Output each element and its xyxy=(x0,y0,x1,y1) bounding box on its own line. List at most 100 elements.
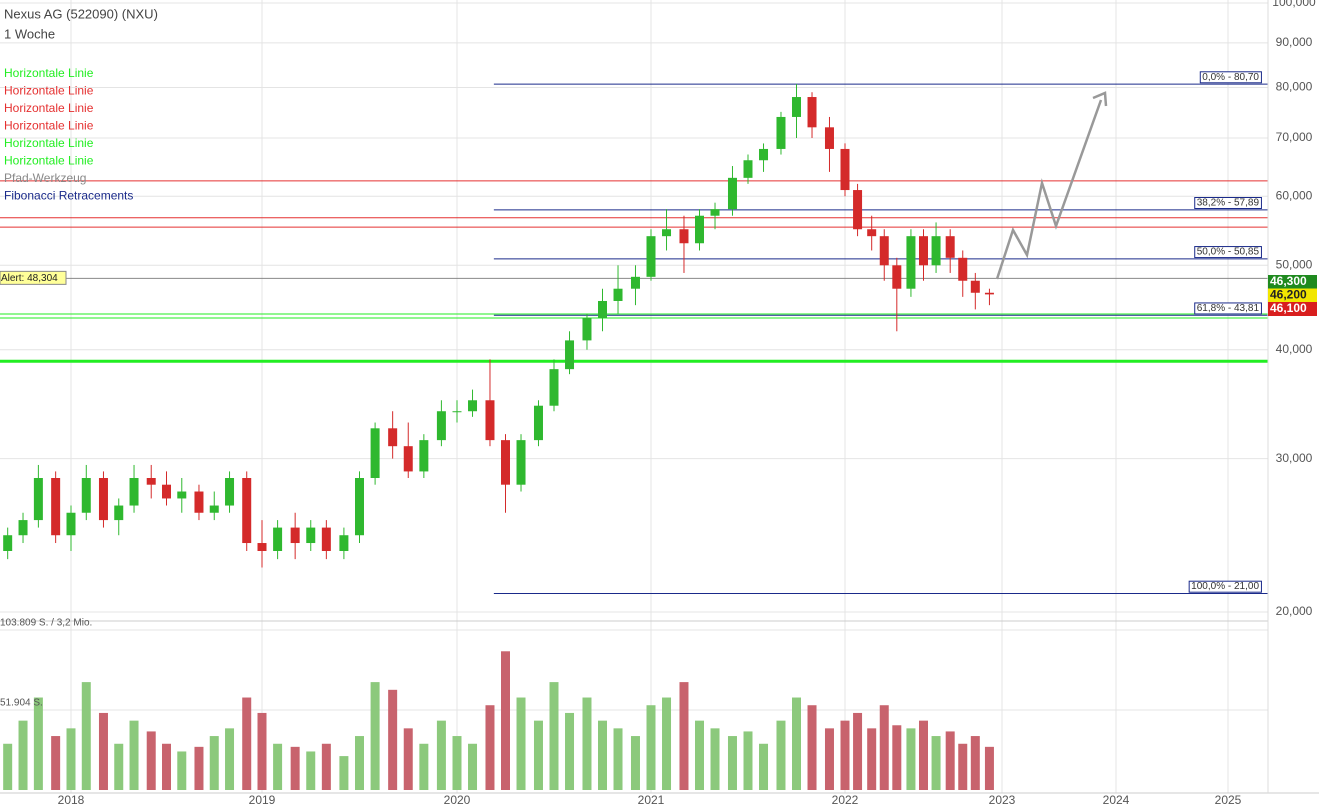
candle-body xyxy=(194,491,204,513)
y-tick-label: 60,000 xyxy=(1276,188,1313,202)
fib-label: 38,2% - 57,89 xyxy=(1197,197,1260,208)
candle-body xyxy=(970,280,980,293)
volume-bar xyxy=(646,705,656,790)
volume-bar xyxy=(906,728,916,790)
fib-label: 61,8% - 43,81 xyxy=(1197,303,1260,314)
volume-bar xyxy=(98,712,108,790)
volume-bar xyxy=(339,756,349,790)
drawing-legend: Horizontale Linie xyxy=(4,101,94,115)
x-tick-label: 2025 xyxy=(1215,793,1242,807)
volume-bar xyxy=(565,712,575,790)
candle-body xyxy=(257,543,267,551)
volume-bar xyxy=(919,720,928,790)
volume-bar xyxy=(501,651,510,790)
volume-bar xyxy=(194,746,204,790)
candle-body xyxy=(114,505,124,521)
volume-bar xyxy=(257,712,267,790)
alert-label: Alert: 48,304 xyxy=(1,273,58,284)
volume-bar xyxy=(51,736,61,790)
price-badge xyxy=(1268,275,1317,289)
price-badge-label: 46,200 xyxy=(1270,288,1307,302)
candle-body xyxy=(66,512,76,536)
volume-bar xyxy=(3,743,13,790)
volume-bar xyxy=(853,712,863,790)
y-tick-label: 100,000 xyxy=(1272,0,1316,9)
volume-bar xyxy=(879,705,889,790)
volume-bar xyxy=(613,728,623,790)
volume-bar xyxy=(355,736,364,790)
volume-bar xyxy=(452,736,462,790)
volume-bar xyxy=(807,705,817,790)
x-tick-label: 2023 xyxy=(989,793,1016,807)
y-tick-label: 50,000 xyxy=(1276,257,1313,271)
candle-body xyxy=(807,97,817,128)
volume-bar xyxy=(177,751,187,790)
fib-label-box xyxy=(1188,580,1262,593)
candle-body xyxy=(129,478,139,506)
volume-tick-label: 51.904 S. xyxy=(0,698,43,709)
volume-bar xyxy=(945,731,955,790)
price-badge-label: 46,100 xyxy=(1270,301,1307,315)
candle-body xyxy=(419,440,429,472)
volume-bar xyxy=(18,720,28,790)
candle-body xyxy=(242,478,252,544)
chart-subtitle: 1 Woche xyxy=(4,26,55,41)
volume-bar xyxy=(273,743,283,790)
volume-bar xyxy=(710,728,720,790)
candle-body xyxy=(630,276,640,289)
volume-bar xyxy=(867,728,877,790)
path-tool xyxy=(995,99,1103,280)
x-tick-label: 2019 xyxy=(249,793,276,807)
volume-bar xyxy=(419,743,429,790)
volume-bar xyxy=(792,697,801,790)
candle-body xyxy=(290,527,300,544)
volume-bar xyxy=(630,736,640,790)
volume-bar xyxy=(209,736,219,790)
candle-body xyxy=(958,257,968,281)
candle-body xyxy=(792,97,801,117)
y-tick-label: 40,000 xyxy=(1276,342,1313,356)
volume-bar xyxy=(129,720,139,790)
candle-body xyxy=(225,478,235,506)
candle-body xyxy=(355,478,364,536)
candle-body xyxy=(759,148,769,161)
candle-body xyxy=(945,236,955,258)
volume-bar xyxy=(662,697,672,790)
drawing-legend: Pfad-Werkzeug xyxy=(4,171,86,185)
candle-body xyxy=(209,505,219,513)
y-tick-label: 90,000 xyxy=(1276,35,1313,49)
volume-bar xyxy=(679,682,689,790)
volume-bar xyxy=(970,736,980,790)
x-tick-label: 2018 xyxy=(58,793,85,807)
volume-bar xyxy=(892,725,902,790)
candle-body xyxy=(919,236,928,266)
candle-body xyxy=(403,446,413,472)
volume-bar xyxy=(81,682,91,790)
volume-bar xyxy=(290,746,300,790)
candle-body xyxy=(452,411,462,413)
candle-body xyxy=(306,527,316,544)
candle-body xyxy=(743,160,753,178)
volume-bar xyxy=(162,743,171,790)
candle-body xyxy=(501,440,510,485)
candle-body xyxy=(679,229,689,244)
volume-bar xyxy=(824,728,834,790)
fib-label: 100,0% - 21,00 xyxy=(1191,581,1259,592)
candle-body xyxy=(162,484,171,499)
fib-label-box xyxy=(1194,246,1262,259)
volume-tick-label: 103.809 S. / 3,2 Mio. xyxy=(0,618,92,629)
volume-bar xyxy=(306,751,316,790)
path-arrowhead xyxy=(1092,91,1108,107)
candle-body xyxy=(840,148,850,191)
volume-bar xyxy=(549,682,559,790)
volume-bar xyxy=(114,743,124,790)
candle-body xyxy=(98,478,108,521)
drawing-legend: Horizontale Linie xyxy=(4,119,94,133)
volume-bar xyxy=(225,728,235,790)
candle-body xyxy=(582,317,592,341)
drawing-legend: Horizontale Linie xyxy=(4,136,94,150)
volume-bar xyxy=(370,682,380,790)
candle-body xyxy=(879,236,889,266)
drawing-legend: Horizontale Linie xyxy=(4,84,94,98)
